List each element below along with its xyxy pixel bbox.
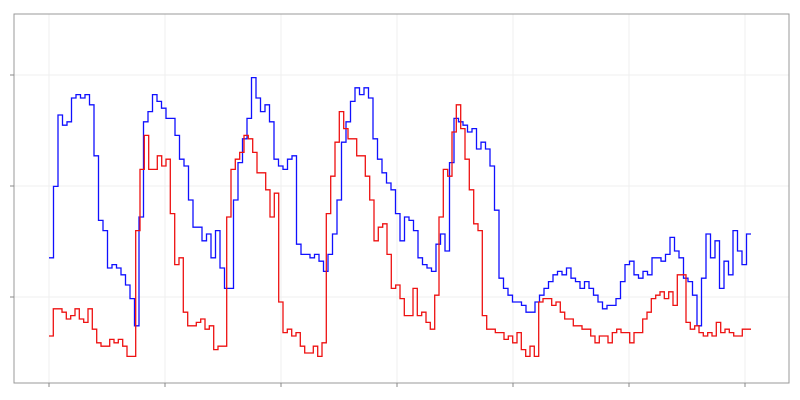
series-layer xyxy=(49,76,751,358)
plot-background xyxy=(14,14,789,383)
plot-frame xyxy=(13,13,790,384)
series-line-red xyxy=(49,104,751,358)
axis-ticks xyxy=(10,74,746,387)
grid-lines xyxy=(14,14,789,383)
series-line-blue xyxy=(49,76,751,327)
